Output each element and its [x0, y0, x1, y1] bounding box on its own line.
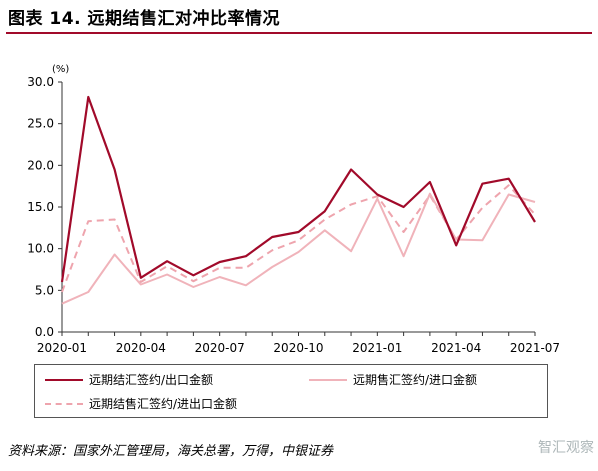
legend-swatch: [45, 402, 83, 405]
x-tick-label: 2020-07: [195, 341, 245, 355]
y-tick-label: 0.0: [35, 325, 54, 339]
series-layer: [60, 95, 536, 305]
x-tick-label: 2020-10: [273, 341, 323, 355]
series-line-1: [61, 192, 536, 305]
legend-item-export-settlement: 远期结汇签约/出口金额: [45, 371, 213, 388]
y-tick-label: 20.0: [27, 158, 54, 172]
y-tick-label: 25.0: [27, 117, 54, 131]
watermark: 智汇观察: [538, 440, 594, 456]
legend-swatch: [45, 378, 83, 381]
legend-label: 远期售汇签约/进口金额: [353, 373, 478, 387]
x-tick-label: 2020-04: [116, 341, 166, 355]
figure-title: 图表 14. 远期结售汇对冲比率情况: [8, 9, 280, 29]
title-rule: [6, 32, 592, 34]
legend-item-total: 远期结售汇签约/进出口金额: [45, 395, 237, 412]
x-tick-label: 2021-01: [352, 341, 402, 355]
y-tick-label: 5.0: [35, 283, 54, 297]
y-unit-label: (%): [52, 64, 69, 75]
axes: 0.0 5.0 10.0 15.0 20.0 25.0 30.0(%) 2020-01 2020…: [27, 64, 560, 355]
y-tick-label: 15.0: [27, 200, 54, 214]
source-note: 资料来源：国家外汇管理局，海关总署，万得，中银证券: [8, 444, 334, 459]
legend-label: 远期结汇签约/出口金额: [89, 373, 214, 387]
legend-swatch: [309, 378, 347, 381]
series-line-0: [60, 95, 536, 283]
x-tick-label: 2021-07: [510, 341, 560, 355]
x-tick-label: 2020-01: [37, 341, 87, 355]
legend: 远期结汇签约/出口金额 远期售汇签约/进口金额 远期结售汇签约/进出口金额: [34, 364, 548, 418]
y-tick-label: 30.0: [27, 75, 54, 89]
legend-label: 远期结售汇签约/进出口金额: [89, 397, 238, 411]
y-tick-label: 10.0: [27, 242, 54, 256]
x-tick-label: 2021-04: [431, 341, 481, 355]
legend-item-import-sale: 远期售汇签约/进口金额: [309, 371, 477, 388]
